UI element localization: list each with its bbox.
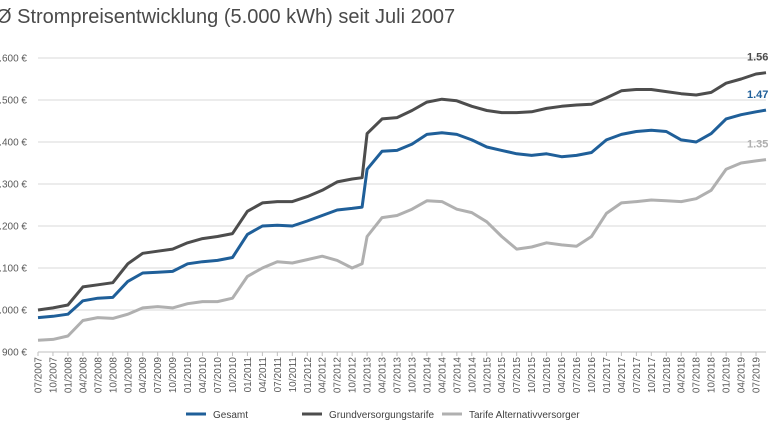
x-tick-label: 01/2017 [602, 357, 613, 394]
x-tick-label: 01/2012 [303, 357, 314, 394]
x-tick-label: 07/2018 [692, 357, 703, 394]
x-tick-label: 04/2009 [138, 357, 149, 394]
x-tick-label: 04/2008 [78, 357, 89, 394]
x-tick-label: 10/2017 [647, 357, 658, 394]
legend-label: Gesamt [213, 410, 248, 421]
y-tick-label: 1.600 € [0, 54, 27, 65]
chart-title: Ø Strompreisentwicklung (5.000 kWh) seit… [0, 6, 456, 28]
x-tick-label: 10/2011 [288, 357, 299, 393]
x-tick-label: 04/2016 [557, 357, 568, 394]
x-tick-label: 04/2017 [617, 357, 628, 394]
x-tick-label: 10/2015 [527, 357, 538, 394]
y-tick-label: 900 € [2, 348, 27, 359]
end-labels: 1.47 1.56 1.35 [747, 52, 768, 151]
x-tick-label: 01/2015 [482, 357, 493, 394]
x-tick-label: 10/2008 [108, 357, 119, 394]
y-tick-label: 1.500 € [0, 96, 27, 107]
y-axis: 900 € 1.000 € 1.100 € 1.200 € 1.300 € 1.400 €… [0, 54, 27, 359]
series-line-0 [37, 108, 767, 320]
x-tick-label: 04/2012 [318, 357, 329, 394]
x-tick-label: 01/2019 [722, 357, 733, 394]
y-tick-label: 1.000 € [0, 306, 27, 317]
x-tick-label: 01/2009 [123, 357, 134, 394]
y-tick-label: 1.400 € [0, 138, 27, 149]
x-tick-label: 10/2013 [407, 357, 418, 394]
x-tick-label: 10/2014 [467, 357, 478, 394]
x-tick-label: 10/2007 [48, 357, 59, 394]
x-tick-label: 07/2014 [452, 357, 463, 394]
series-lines [37, 71, 767, 342]
x-tick-label: 04/2015 [497, 357, 508, 394]
x-tick-label: 01/2016 [542, 357, 553, 394]
legend: Gesamt Grundversorgungstarife Tarife Alter… [186, 410, 580, 421]
x-axis: 07/2007 10/2007 01/2008 04/2008 07/2008 10/20… [34, 351, 766, 394]
x-tick-label: 07/2015 [512, 357, 523, 394]
x-tick-label: 04/2014 [437, 357, 448, 394]
y-tick-label: 1.300 € [0, 180, 27, 191]
x-tick-label: 10/2010 [228, 357, 239, 394]
x-tick-label: 10/2009 [168, 357, 179, 394]
x-tick-label: 07/2012 [333, 357, 344, 394]
x-tick-label: 07/2016 [572, 357, 583, 394]
x-tick-label: 07/2008 [93, 357, 104, 394]
x-tick-label: 07/2010 [213, 357, 224, 394]
x-tick-label: 01/2018 [662, 357, 673, 394]
x-tick-label: 01/2008 [63, 357, 74, 394]
end-label: 1.56 [747, 52, 768, 64]
legend-label: Grundversorgungstarife [329, 410, 434, 421]
x-tick-label: 07/2013 [393, 357, 404, 394]
x-tick-label: 10/2016 [587, 357, 598, 394]
x-tick-label: 01/2013 [363, 357, 374, 394]
x-tick-label: 04/2013 [378, 357, 389, 394]
x-tick-label: 04/2011 [258, 357, 269, 393]
x-tick-label: 10/2012 [348, 357, 359, 394]
x-tick-label: 01/2011 [243, 357, 254, 393]
x-tick-label: 07/2019 [752, 357, 763, 394]
x-tick-label: 10/2018 [707, 357, 718, 394]
x-tick-label: 07/2007 [34, 357, 45, 394]
series-line-2 [37, 158, 767, 342]
y-tick-label: 1.200 € [0, 222, 27, 233]
x-tick-label: 07/2009 [153, 357, 164, 394]
x-tick-label: 04/2018 [677, 357, 688, 394]
end-label: 1.35 [747, 139, 768, 151]
y-tick-label: 1.100 € [0, 264, 27, 275]
x-tick-label: 07/2011 [273, 357, 284, 393]
x-tick-label: 01/2014 [422, 357, 433, 394]
x-tick-label: 07/2017 [632, 357, 643, 394]
end-label: 1.47 [747, 89, 768, 101]
x-tick-label: 04/2019 [737, 357, 748, 394]
x-tick-label: 01/2010 [183, 357, 194, 394]
x-tick-label: 04/2010 [198, 357, 209, 394]
legend-label: Tarife Alternativversorger [469, 410, 580, 421]
series-line-1 [37, 71, 767, 312]
